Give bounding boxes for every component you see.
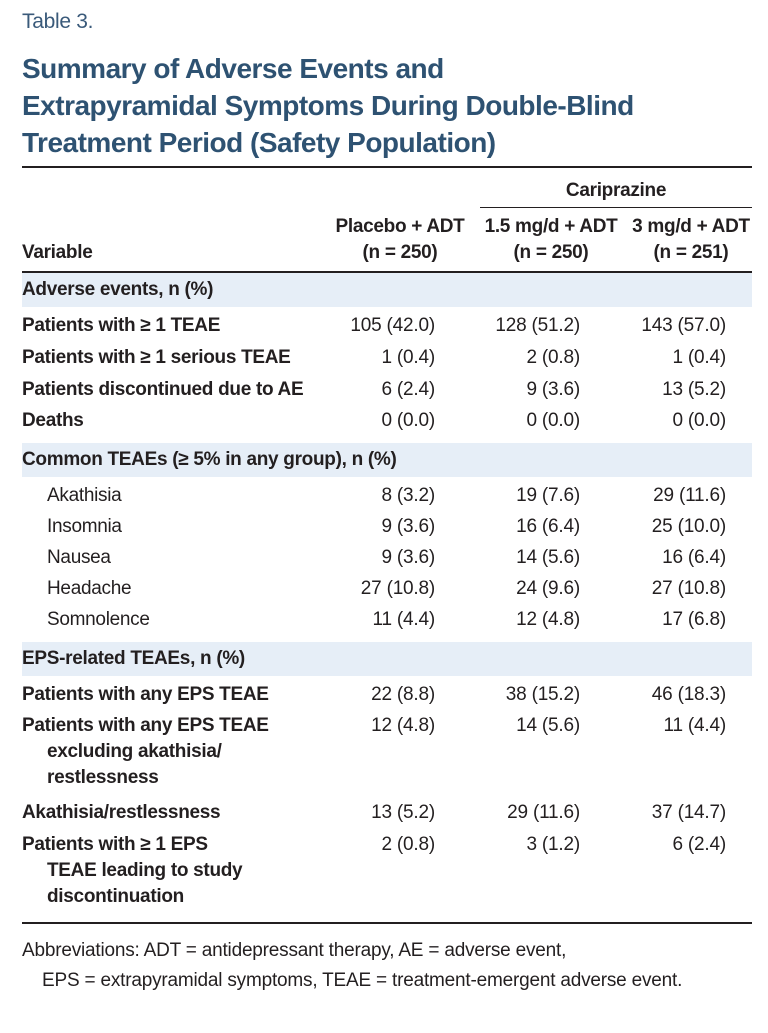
header-bottom-rule [22, 271, 752, 273]
header-cariprazine-1-5: 1.5 mg/d + ADT (n = 250) [484, 216, 618, 263]
row-label-multiline: Patients with any EPS TEAE excluding aka… [22, 715, 269, 788]
header-cariprazine-3: 3 mg/d + ADT (n = 251) [632, 216, 750, 263]
header-placebo: Placebo + ADT (n = 250) [335, 216, 465, 263]
top-rule [22, 166, 752, 168]
group-header-rule [480, 207, 752, 208]
title-line: Extrapyramidal Symptoms During Double-Bl… [22, 90, 634, 121]
row-label-multiline: Patients with ≥ 1 EPS TEAE leading to st… [22, 834, 243, 907]
title-line: Treatment Period (Safety Population) [22, 127, 496, 158]
table-title: Summary of Adverse Events and Extrapyram… [22, 50, 762, 161]
table-label: Table 3. [22, 10, 94, 33]
section-header-eps-teaes: EPS-related TEAEs, n (%) [22, 642, 752, 676]
bottom-rule [22, 922, 752, 924]
section-header-adverse-events: Adverse events, n (%) [22, 273, 752, 307]
footnote-abbreviations: Abbreviations: ADT = antidepressant ther… [22, 940, 683, 991]
title-line: Summary of Adverse Events and [22, 53, 444, 84]
section-header-common-teaes: Common TEAEs (≥ 5% in any group), n (%) [22, 443, 752, 477]
header-variable: Variable [22, 242, 93, 263]
group-header-cariprazine: Cariprazine [565, 180, 667, 201]
